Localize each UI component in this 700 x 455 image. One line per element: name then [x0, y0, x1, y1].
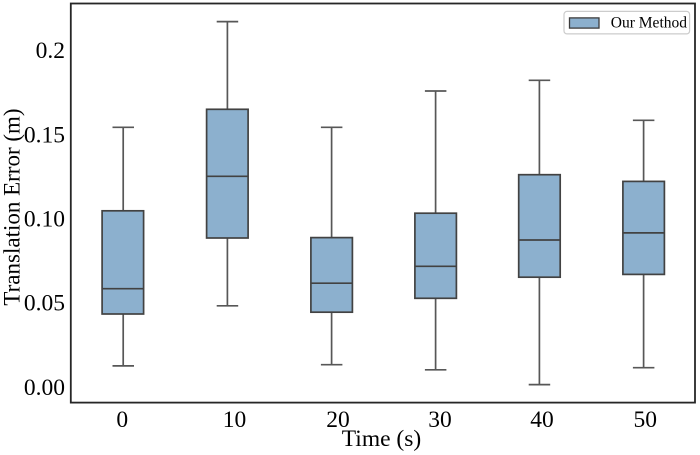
svg-text:0.00: 0.00: [24, 375, 65, 401]
svg-text:40: 40: [530, 407, 554, 433]
svg-text:10: 10: [223, 407, 247, 433]
svg-text:0.2: 0.2: [36, 38, 65, 64]
svg-text:0.10: 0.10: [24, 207, 65, 233]
svg-text:Our Method: Our Method: [611, 14, 687, 31]
svg-text:0.15: 0.15: [24, 122, 65, 148]
svg-text:Translation Error (m): Translation Error (m): [0, 108, 25, 305]
svg-text:0: 0: [116, 407, 128, 433]
svg-text:0.05: 0.05: [24, 291, 65, 317]
svg-text:Time (s): Time (s): [342, 426, 421, 452]
svg-text:20: 20: [326, 407, 350, 433]
svg-text:30: 30: [428, 407, 452, 433]
svg-text:50: 50: [634, 407, 658, 433]
